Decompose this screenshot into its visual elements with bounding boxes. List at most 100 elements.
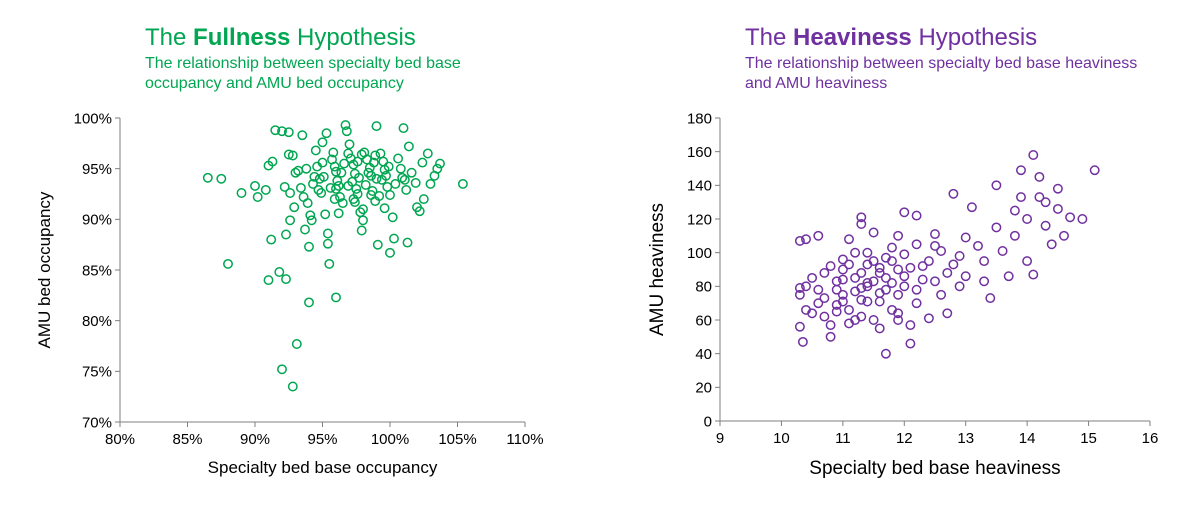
data-point — [202, 172, 213, 183]
data-point — [1028, 150, 1039, 160]
data-point — [339, 158, 350, 169]
data-point — [457, 178, 468, 189]
data-point — [930, 240, 940, 251]
data-point — [837, 264, 848, 275]
x-tick-label: 90% — [240, 431, 270, 448]
data-point — [425, 178, 436, 189]
y-axis-label: AMU heaviness — [647, 203, 668, 336]
data-point — [991, 180, 1002, 191]
data-point — [378, 156, 389, 167]
data-point — [819, 267, 830, 278]
data-point — [899, 249, 910, 260]
data-point — [801, 234, 811, 245]
data-point — [1052, 203, 1063, 214]
data-point — [363, 167, 374, 178]
data-point — [260, 184, 271, 195]
data-point — [856, 212, 867, 223]
data-point — [320, 209, 331, 220]
data-point — [366, 170, 377, 181]
data-point — [356, 225, 367, 236]
data-point — [329, 194, 340, 205]
y-tick-label: 180 — [687, 110, 712, 127]
data-point — [305, 210, 316, 221]
data-point — [356, 149, 367, 160]
data-point — [911, 239, 922, 250]
data-point — [850, 247, 861, 258]
y-tick-label: 100 — [687, 245, 712, 262]
data-point — [1016, 165, 1026, 176]
data-point — [354, 172, 364, 183]
data-point — [252, 192, 263, 202]
data-point — [1052, 183, 1063, 194]
data-point — [281, 274, 291, 285]
y-tick-label: 40 — [695, 346, 712, 363]
data-point — [825, 320, 836, 331]
data-point — [887, 256, 897, 267]
y-tick-label: 100% — [74, 110, 112, 127]
data-point — [301, 163, 312, 174]
data-point — [287, 150, 298, 161]
data-point — [318, 171, 329, 182]
data-point — [383, 161, 394, 172]
data-point — [837, 296, 848, 307]
data-point — [905, 262, 916, 273]
data-point — [316, 188, 327, 198]
data-point — [401, 184, 412, 195]
data-point — [856, 283, 867, 293]
data-point — [880, 272, 891, 283]
data-point — [887, 278, 897, 288]
heaviness-chart: 9 10 11 12 13 14 15 16020406080100120140160180S… — [647, 110, 1158, 479]
data-point — [942, 267, 953, 278]
data-point — [370, 150, 381, 161]
data-point — [868, 256, 879, 267]
data-point — [899, 207, 910, 218]
data-point — [856, 294, 867, 305]
data-point — [1040, 197, 1051, 208]
data-point — [936, 246, 947, 256]
data-point — [285, 215, 296, 226]
data-point — [321, 128, 332, 139]
data-point — [954, 281, 965, 292]
data-point — [874, 296, 885, 307]
data-point — [341, 126, 352, 137]
data-point — [844, 259, 854, 270]
data-point — [325, 182, 336, 193]
data-point — [948, 259, 959, 270]
y-tick-label: 60 — [695, 312, 712, 329]
data-point — [973, 240, 983, 251]
x-tick-label: 85% — [172, 431, 202, 448]
data-point — [216, 173, 227, 184]
data-point — [862, 281, 873, 292]
data-point — [960, 232, 971, 243]
data-point — [1009, 205, 1020, 216]
data-point — [343, 180, 354, 191]
data-point — [893, 289, 904, 300]
data-point — [874, 267, 885, 278]
data-point — [794, 321, 805, 332]
title-bold: Heaviness — [793, 24, 912, 51]
data-point — [300, 224, 310, 235]
data-point — [417, 157, 428, 168]
x-tick-label: 15 — [1080, 430, 1097, 447]
data-point — [887, 242, 897, 253]
data-point — [283, 149, 294, 160]
data-point — [418, 194, 429, 205]
data-point — [302, 198, 313, 209]
data-point — [397, 172, 408, 183]
data-point — [277, 364, 287, 375]
data-point — [856, 311, 867, 322]
data-point — [379, 203, 390, 214]
data-point — [223, 258, 233, 269]
data-point — [807, 308, 818, 319]
data-point — [917, 261, 928, 272]
data-point — [395, 163, 406, 174]
x-tick-label: 12 — [896, 430, 913, 447]
data-point — [813, 298, 824, 309]
data-point — [930, 229, 940, 240]
data-point — [371, 121, 382, 132]
data-point — [1040, 220, 1051, 231]
data-point — [942, 308, 953, 319]
data-point — [825, 261, 836, 272]
data-point — [868, 227, 879, 238]
data-point — [422, 148, 433, 159]
